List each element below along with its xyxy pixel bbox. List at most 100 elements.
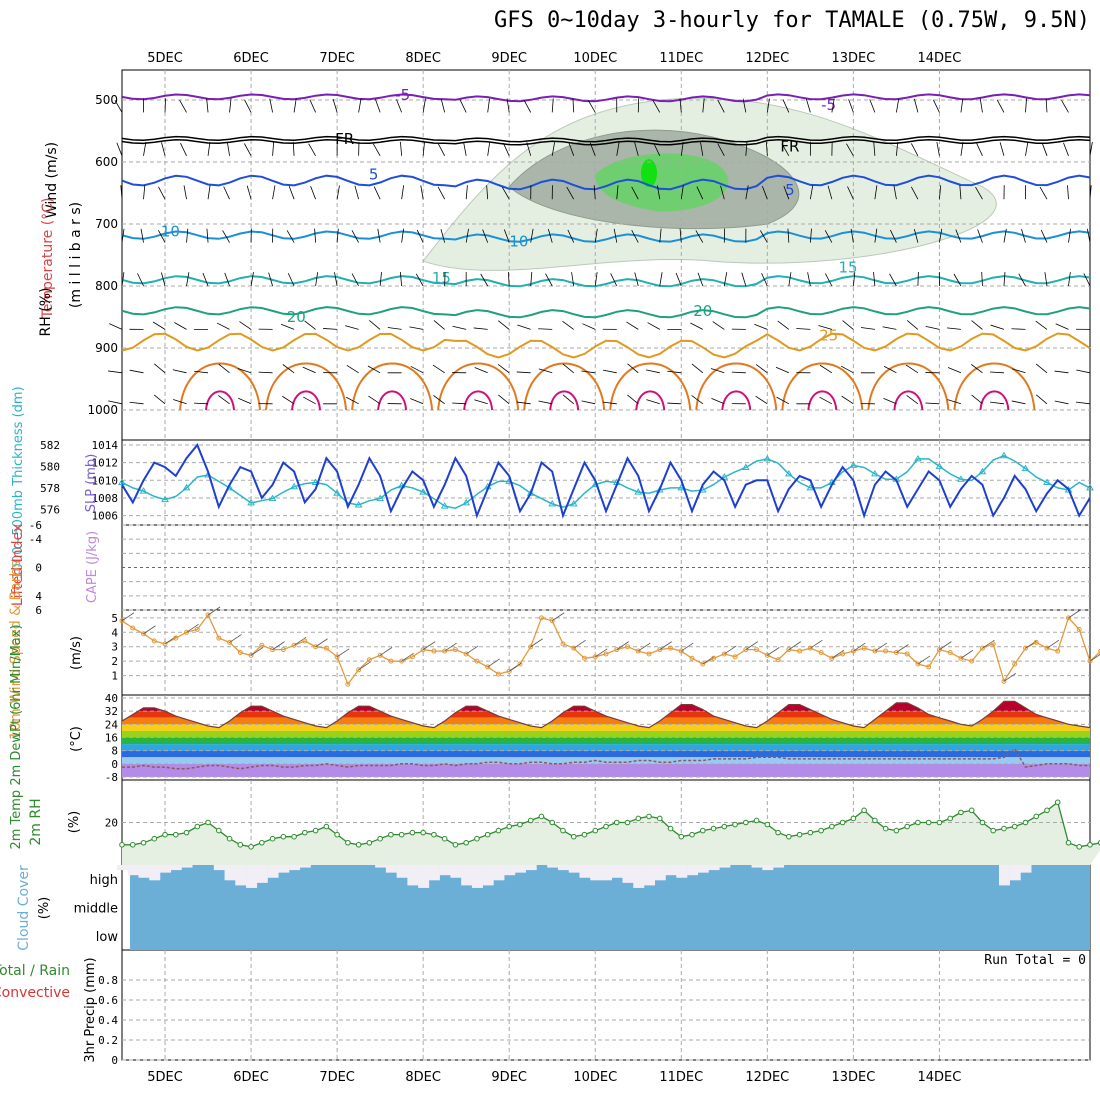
rh2m-point [915, 819, 921, 826]
wind-barb [996, 99, 1005, 113]
rh2m-point [925, 819, 932, 826]
wind-barb [781, 143, 790, 156]
wind10-line [121, 613, 1100, 686]
wind-barb [1018, 273, 1026, 287]
wind10-barb [229, 634, 242, 643]
wind-barb [1035, 394, 1048, 405]
wind-barb [474, 367, 488, 374]
wind-barb [507, 272, 510, 287]
wind-barb [140, 228, 144, 243]
wind10-barb [1046, 639, 1060, 649]
wind-barb [755, 395, 768, 405]
wind-barb [567, 229, 575, 243]
wind-barb [647, 322, 660, 330]
wind-barb [129, 369, 144, 374]
rh2m-point [635, 815, 642, 822]
rh2m-point [667, 825, 674, 832]
rh2m-point [592, 827, 599, 834]
wind-barb [137, 273, 144, 287]
precip-tick: 0 [111, 1054, 118, 1067]
wind-barb [409, 326, 424, 330]
wind10-point [668, 645, 674, 651]
wind-barb [717, 99, 725, 113]
wind-barb [788, 272, 792, 287]
cloud-unit-label: (%) [37, 897, 52, 920]
wind-barb [976, 142, 983, 156]
wind-barb [346, 364, 359, 374]
wind-barb [1025, 98, 1027, 113]
wind-barb [589, 142, 596, 156]
wind10-point [1001, 678, 1007, 684]
wind10-point [517, 661, 523, 667]
temp-band [122, 744, 1090, 751]
rh2m-point [205, 819, 211, 826]
wind-barb [336, 185, 340, 200]
wind-barb [207, 141, 211, 156]
cloud-high-gap [450, 865, 462, 878]
wind-barb [401, 228, 404, 243]
contour-label: 20 [693, 302, 712, 320]
rh2m-point [764, 821, 771, 828]
li-tick: 4 [35, 590, 42, 603]
cloud-high-gap [289, 865, 301, 871]
wind-barb [1089, 185, 1092, 200]
cloud-high-gap [504, 865, 516, 876]
wind10-point [1044, 645, 1050, 651]
rh2m-point [237, 841, 244, 848]
rh2m-point [882, 825, 889, 832]
thickness-point [871, 469, 879, 477]
wind-barb [1003, 228, 1007, 243]
date-tick-top: 10DEC [573, 51, 617, 66]
rh2m-point [495, 827, 502, 834]
wind-barb [796, 328, 811, 330]
wind10-point [506, 668, 512, 674]
wind10-tick: 4 [111, 626, 118, 639]
wind-barb [282, 364, 295, 374]
thickness-point [957, 475, 965, 482]
wind-barb [581, 370, 596, 374]
wind-barb [172, 369, 187, 374]
contour-30c [351, 362, 434, 411]
wind-barb [831, 98, 835, 113]
wind10-barb [164, 635, 178, 645]
wind-barb [910, 143, 919, 156]
wind10-point [463, 651, 469, 657]
wind-barb [244, 143, 252, 156]
wind-barb [653, 142, 661, 156]
temp-band [122, 763, 1090, 777]
rh2m-point [743, 819, 749, 826]
contour-label: 5 [369, 165, 379, 183]
wind-barb [971, 320, 983, 330]
wind-barb [594, 272, 598, 287]
wind-barb [224, 272, 230, 287]
thickness-point [655, 486, 664, 493]
wind10-point [635, 648, 641, 654]
wind10-point [958, 655, 964, 661]
thickness-point [741, 463, 750, 470]
thickness-point [1000, 451, 1008, 459]
wind-barb [1041, 142, 1048, 156]
wind10-point [614, 647, 620, 653]
date-tick-top: 5DEC [147, 51, 183, 66]
wind10-point [969, 658, 975, 664]
wind10-point [194, 626, 200, 632]
wind10-point [1076, 626, 1082, 632]
wind-barb [473, 327, 488, 330]
contour-30c [437, 362, 520, 411]
wind-barb [566, 186, 575, 200]
wind10-point [162, 641, 168, 647]
contour-20c [121, 306, 1091, 319]
wind10-point [323, 645, 329, 651]
wind-barb [1054, 370, 1069, 374]
date-tick-top: 6DEC [233, 51, 269, 66]
wind-barb [710, 368, 725, 374]
thickness-point [1086, 483, 1094, 491]
rh2m-axis-label: 2m RH [28, 798, 44, 845]
rh-axis-label: RH (%) [38, 288, 54, 337]
wind10-tick: 1 [111, 670, 118, 683]
cloud-high-gap [149, 865, 161, 881]
rh2m-point [463, 839, 469, 846]
wind-barb [745, 185, 749, 200]
wind-barb [292, 141, 295, 156]
